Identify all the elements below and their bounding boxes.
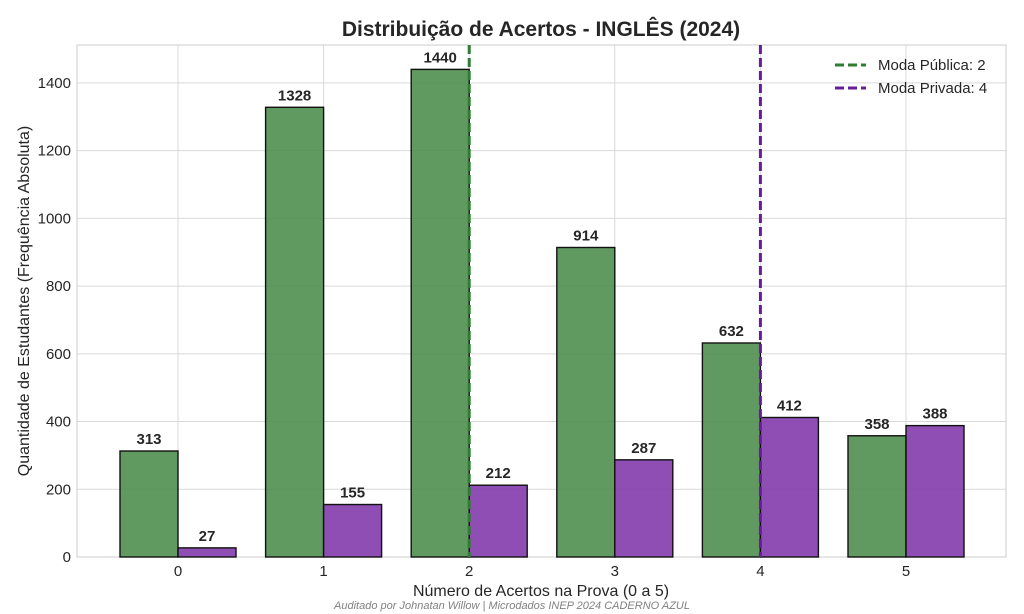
value-labels: 313 1328 1440 914 632 358 27 155 212 287 412 388	[136, 49, 947, 544]
x-tick-label: 2	[465, 563, 473, 580]
y-tick-label: 1000	[38, 210, 71, 227]
y-tick-label: 0	[63, 549, 71, 566]
value-label-series-1-4: 412	[777, 397, 802, 414]
value-label-series-1-2: 212	[486, 465, 511, 482]
value-label-series-0-2: 1440	[424, 49, 457, 66]
y-axis-label: Quantidade de Estudantes (Frequência Abs…	[16, 126, 33, 476]
y-tick-label: 800	[46, 278, 71, 295]
value-label-series-0-1: 1328	[278, 87, 311, 104]
x-tick-label: 5	[902, 563, 910, 580]
value-label-series-0-5: 358	[864, 416, 889, 433]
y-tick-label: 1400	[38, 75, 71, 92]
x-tick-label: 0	[174, 563, 182, 580]
x-axis-ticks: 0 1 2 3 4 5	[174, 563, 910, 580]
value-label-series-0-4: 632	[719, 323, 744, 340]
bar-series-1-4	[759, 416, 820, 558]
x-tick-label: 4	[756, 563, 764, 580]
legend: Moda Pública: 2 Moda Privada: 4	[835, 57, 987, 97]
y-tick-label: 200	[46, 481, 71, 498]
y-tick-label: 1200	[38, 143, 71, 160]
bar-series-1-0	[177, 547, 237, 558]
legend-label-moda-publica: Moda Pública: 2	[878, 57, 986, 74]
bar-series-0-1	[264, 106, 325, 558]
value-label-series-0-0: 313	[136, 431, 161, 448]
x-tick-label: 3	[611, 563, 619, 580]
bar-series-0-3	[556, 246, 616, 558]
footer-credit: Auditado por Johnatan Willow | Microdado…	[333, 600, 690, 612]
y-axis-ticks: 0 200 400 600 800 1000 1200 1400	[38, 75, 71, 566]
value-label-series-1-1: 155	[340, 485, 365, 502]
bar-series-1-5	[905, 424, 965, 558]
reference-lines	[467, 45, 762, 557]
x-axis-label: Número de Acertos na Prova (0 a 5)	[413, 583, 669, 600]
value-label-series-1-3: 287	[631, 440, 656, 457]
bar-series-1-3	[614, 459, 674, 558]
plot-frame	[76, 44, 1007, 558]
bar-series-0-2	[410, 68, 470, 558]
bar-series-0-5	[847, 435, 907, 558]
legend-label-moda-privada: Moda Privada: 4	[878, 80, 987, 97]
value-label-series-0-3: 914	[573, 227, 599, 244]
value-label-series-1-0: 27	[199, 528, 216, 545]
y-tick-label: 400	[46, 414, 71, 431]
bars	[119, 68, 965, 558]
bar-series-0-0	[119, 450, 179, 558]
x-tick-label: 1	[319, 563, 327, 580]
value-label-series-1-5: 388	[922, 406, 947, 423]
bar-series-1-1	[322, 503, 383, 558]
chart-title: Distribuição de Acertos - INGLÊS (2024)	[342, 17, 740, 41]
bar-series-0-4	[701, 342, 762, 558]
y-tick-label: 600	[46, 346, 71, 363]
bar-series-1-2	[468, 484, 528, 558]
